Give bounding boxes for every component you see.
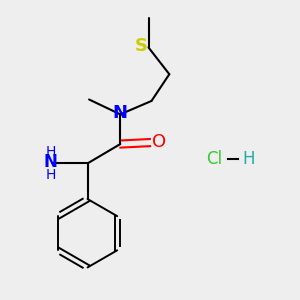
Text: N: N	[113, 104, 128, 122]
Text: H: H	[242, 150, 255, 168]
Text: N: N	[44, 153, 57, 171]
Text: Cl: Cl	[206, 150, 223, 168]
Text: S: S	[135, 37, 148, 55]
Text: H: H	[45, 168, 56, 182]
Text: O: O	[152, 133, 167, 151]
Text: H: H	[45, 145, 56, 159]
